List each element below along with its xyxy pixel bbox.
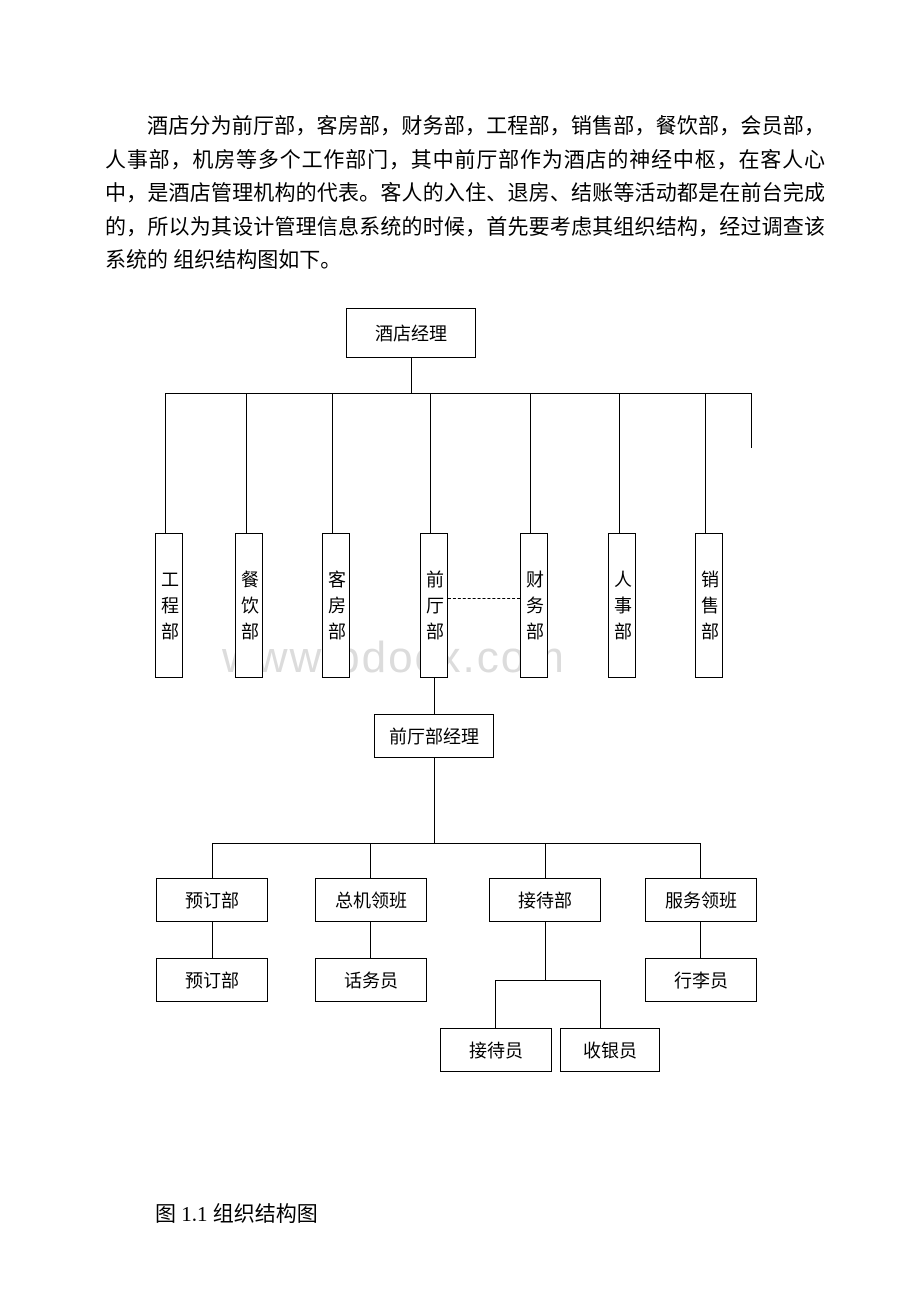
node-l3: 接待部 bbox=[489, 878, 601, 922]
node-sub-root: 前厅部经理 bbox=[374, 714, 494, 758]
connector bbox=[530, 393, 531, 533]
connector bbox=[545, 922, 546, 980]
node-dept: 前厅部 bbox=[420, 533, 448, 678]
connector bbox=[619, 393, 620, 533]
node-dept: 工程部 bbox=[155, 533, 183, 678]
node-dept: 财务部 bbox=[520, 533, 548, 678]
connector bbox=[370, 843, 371, 878]
connector bbox=[434, 758, 435, 843]
connector bbox=[430, 393, 431, 533]
org-chart-diagram: www.bdocx.com 酒店经理 工程部 餐饮部 客房部 前厅部 财务部 人… bbox=[0, 298, 920, 1168]
connector-dashed bbox=[448, 598, 520, 599]
connector bbox=[545, 843, 546, 878]
intro-paragraph: 酒店分为前厅部，客房部，财务部，工程部，销售部，餐饮部，会员部，人事部，机房等多… bbox=[0, 0, 920, 298]
node-dept: 销售部 bbox=[695, 533, 723, 678]
connector bbox=[165, 393, 751, 394]
figure-caption: 图 1.1 组织结构图 bbox=[0, 1168, 920, 1228]
connector bbox=[246, 393, 247, 533]
connector bbox=[212, 843, 213, 878]
node-l3: 服务领班 bbox=[645, 878, 757, 922]
node-root: 酒店经理 bbox=[346, 308, 476, 358]
node-dept: 客房部 bbox=[322, 533, 350, 678]
node-l4: 话务员 bbox=[315, 958, 427, 1002]
node-l4: 行李员 bbox=[645, 958, 757, 1002]
node-dept: 餐饮部 bbox=[235, 533, 263, 678]
connector bbox=[700, 922, 701, 958]
connector bbox=[495, 980, 600, 981]
connector bbox=[705, 393, 706, 533]
connector bbox=[751, 393, 752, 448]
connector bbox=[370, 922, 371, 958]
node-l3: 总机领班 bbox=[315, 878, 427, 922]
connector bbox=[495, 980, 496, 1028]
connector bbox=[700, 843, 701, 878]
watermark-text: www.bdocx.com bbox=[222, 633, 566, 683]
node-dept: 人事部 bbox=[608, 533, 636, 678]
connector bbox=[411, 358, 412, 393]
node-l3: 预订部 bbox=[156, 878, 268, 922]
node-l4: 预订部 bbox=[156, 958, 268, 1002]
connector bbox=[212, 843, 700, 844]
connector bbox=[600, 980, 601, 1028]
node-l5: 接待员 bbox=[440, 1028, 552, 1072]
node-l5: 收银员 bbox=[560, 1028, 660, 1072]
connector bbox=[212, 922, 213, 958]
connector bbox=[434, 678, 435, 714]
connector bbox=[332, 393, 333, 533]
connector bbox=[165, 393, 166, 533]
